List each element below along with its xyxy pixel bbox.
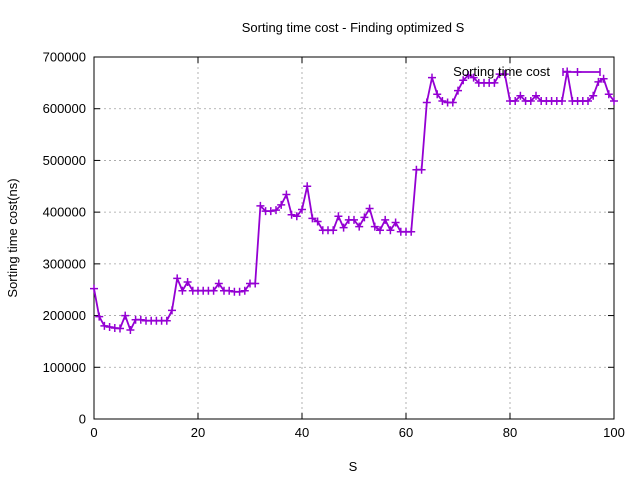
data-point-marker	[355, 222, 364, 231]
data-point-marker	[604, 90, 613, 99]
data-point-marker	[558, 96, 566, 105]
data-point-marker	[298, 205, 306, 214]
data-point-marker	[360, 213, 369, 222]
y-tick-label: 600000	[43, 101, 86, 116]
y-tick-label: 200000	[43, 308, 86, 323]
series-line	[93, 70, 615, 332]
y-tick-label: 300000	[43, 256, 86, 271]
data-point-marker	[511, 96, 520, 105]
data-point-marker	[381, 215, 390, 224]
data-point-marker	[121, 311, 130, 320]
legend-label-sorting-time-cost: Sorting time cost	[453, 64, 550, 79]
data-point-marker	[136, 315, 145, 324]
grid-lines	[94, 57, 614, 419]
data-point-marker	[178, 286, 187, 295]
plot-border	[93, 56, 615, 420]
data-point-marker	[516, 91, 525, 100]
data-point-marker	[370, 222, 379, 231]
series-layer	[90, 67, 618, 335]
y-tick-label: 0	[79, 412, 86, 427]
data-point-marker	[162, 316, 171, 325]
legend-marker	[573, 68, 582, 76]
data-point-marker	[407, 227, 416, 236]
x-tick-label: 60	[399, 425, 413, 440]
data-point-marker	[448, 98, 457, 107]
data-point-marker	[428, 73, 436, 82]
axes	[93, 56, 615, 420]
data-point-marker	[272, 206, 280, 215]
data-point-marker	[454, 86, 462, 95]
legend: Sorting time cost	[453, 64, 601, 79]
data-point-marker	[95, 312, 104, 321]
data-point-marker	[422, 98, 431, 107]
data-point-marker	[433, 90, 442, 99]
data-point-marker	[209, 286, 218, 295]
data-point-marker	[594, 77, 603, 86]
data-point-marker	[350, 215, 358, 224]
data-point-marker	[282, 190, 291, 199]
data-point-marker	[287, 210, 296, 219]
data-point-marker	[610, 96, 618, 105]
data-point-marker	[292, 212, 301, 221]
data-point-marker	[339, 223, 348, 232]
data-point-marker	[417, 165, 426, 174]
y-tick-labels: 0 100000 200000 300000 400000 500000 600000 700…	[43, 50, 86, 427]
data-point-marker	[589, 91, 598, 100]
data-point-marker	[235, 287, 244, 296]
y-tick-label: 700000	[43, 50, 86, 65]
x-tick-label: 80	[503, 425, 517, 440]
data-point-marker	[277, 200, 286, 209]
data-point-marker	[313, 217, 322, 226]
data-point-marker	[490, 78, 499, 87]
x-tick-label: 100	[603, 425, 625, 440]
data-point-marker	[334, 212, 343, 221]
y-tick-label: 500000	[43, 153, 86, 168]
data-point-marker	[256, 201, 265, 210]
data-point-marker	[173, 274, 182, 283]
data-point-marker	[240, 286, 249, 295]
data-point-marker	[584, 96, 592, 105]
y-axis-label: Sorting time cost(ns)	[5, 178, 20, 297]
data-point-marker	[214, 279, 223, 288]
x-tick-labels: 0 20 40 60 80 100	[90, 425, 624, 440]
data-point-marker	[308, 214, 317, 223]
data-point-marker	[365, 204, 374, 213]
data-point-marker	[116, 324, 124, 333]
x-tick-label: 40	[295, 425, 309, 440]
data-point-marker	[105, 322, 114, 331]
chart-title: Sorting time cost - Finding optimized S	[242, 20, 465, 35]
legend-swatch	[562, 68, 601, 76]
y-tick-label: 400000	[43, 205, 86, 220]
x-tick-label: 0	[90, 425, 97, 440]
data-point-marker	[386, 226, 395, 235]
data-point-marker	[225, 286, 234, 295]
x-axis-label: S	[349, 459, 358, 474]
data-point-marker	[526, 96, 535, 105]
data-point-marker	[183, 277, 192, 286]
data-point-marker	[438, 96, 447, 105]
data-point-marker	[500, 70, 509, 79]
y-tick-label: 100000	[43, 360, 86, 375]
data-point-marker	[126, 326, 135, 335]
data-point-marker	[391, 218, 400, 227]
data-point-marker	[251, 279, 260, 288]
data-point-marker	[469, 73, 478, 82]
data-point-marker	[599, 74, 608, 83]
data-point-marker	[532, 91, 540, 100]
data-point-marker	[168, 306, 176, 315]
data-point-marker	[90, 284, 98, 293]
data-point-marker	[100, 321, 109, 330]
data-point-marker	[459, 76, 468, 85]
data-point-marker	[329, 226, 338, 235]
data-point-marker	[266, 207, 275, 216]
data-point-marker	[464, 71, 473, 80]
x-tick-label: 20	[191, 425, 205, 440]
data-point-marker	[303, 182, 312, 191]
data-point-marker	[376, 226, 384, 235]
